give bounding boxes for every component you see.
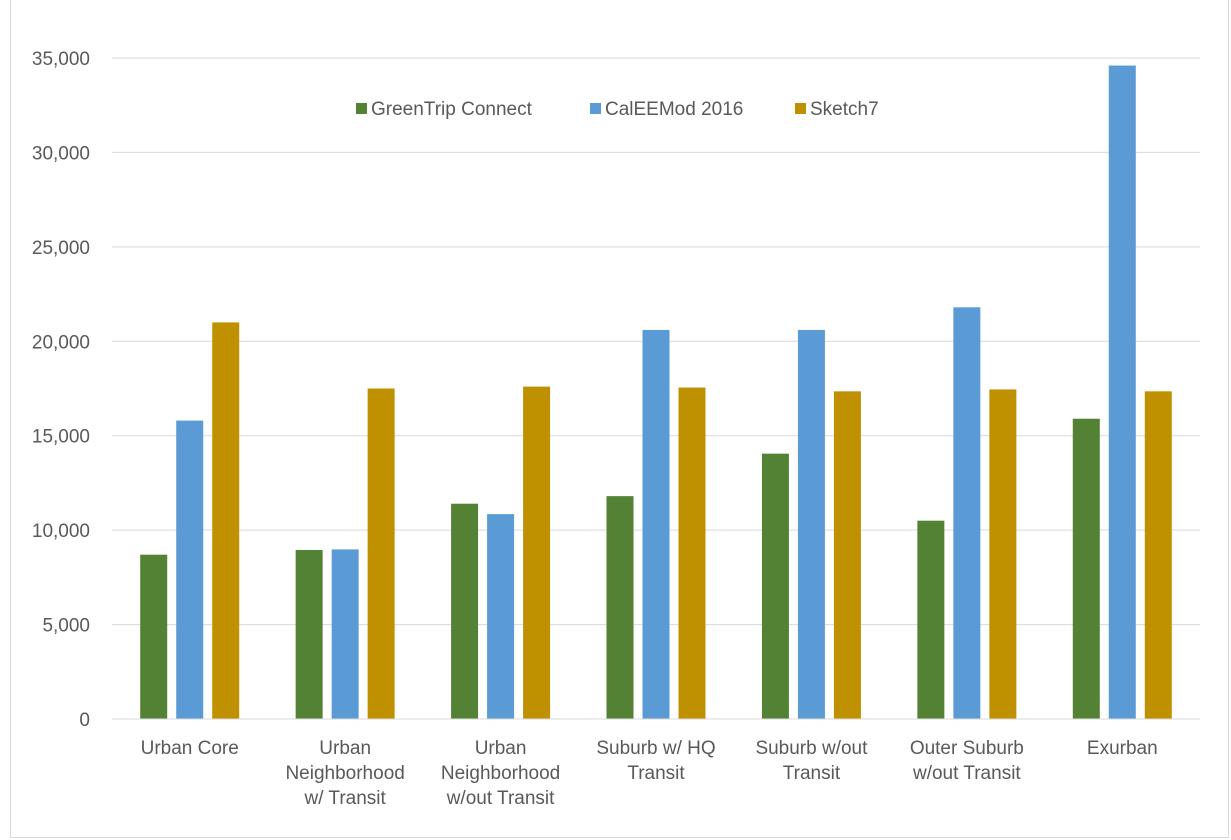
x-tick-label: Urban Neighborhood w/out Transit: [441, 738, 560, 809]
bar-sketch7: [212, 322, 240, 719]
bar-greentrip-connect: [295, 549, 323, 719]
legend-label: CalEEMod 2016: [605, 99, 743, 120]
bar-greentrip-connect: [761, 453, 789, 719]
y-axis: 0 5,000 10,000 15,000 20,000 25,000 30,000 35,0…: [32, 49, 90, 731]
legend-label: Sketch7: [810, 99, 879, 120]
bar-sketch7: [989, 389, 1017, 719]
bar-greentrip-connect: [451, 503, 479, 719]
bar-sketch7: [1144, 391, 1172, 719]
chart-frame: [10, 0, 1229, 838]
x-tick-label: Suburb w/out Transit: [755, 738, 868, 784]
legend-item: Sketch7: [795, 99, 879, 120]
bar-caleemod-2016: [953, 307, 981, 719]
bars: [140, 65, 1172, 720]
bar-greentrip-connect: [917, 520, 945, 719]
y-tick-label: 5,000: [42, 616, 90, 637]
legend-swatch: [795, 103, 806, 114]
bar-sketch7: [367, 388, 395, 719]
bar-caleemod-2016: [176, 420, 204, 719]
y-tick-label: 25,000: [32, 238, 90, 259]
y-tick-label: 10,000: [32, 521, 90, 542]
y-tick-label: 0: [79, 710, 90, 731]
x-tick-label: Outer Suburb w/out Transit: [910, 738, 1024, 784]
bar-sketch7: [833, 391, 861, 719]
legend-item: GreenTrip Connect: [356, 99, 533, 120]
x-tick-label: Urban Core: [141, 738, 239, 759]
legend-item: CalEEMod 2016: [590, 99, 743, 120]
y-tick-label: 30,000: [32, 143, 90, 164]
bar-greentrip-connect: [606, 496, 634, 719]
x-tick-label: Exurban: [1087, 738, 1158, 759]
legend: GreenTrip Connect CalEEMod 2016 Sketch7: [356, 99, 879, 120]
legend-swatch: [356, 103, 367, 114]
y-tick-label: 20,000: [32, 332, 90, 353]
bar-caleemod-2016: [642, 329, 670, 719]
bar-caleemod-2016: [331, 549, 359, 719]
legend-swatch: [590, 103, 601, 114]
bar-caleemod-2016: [797, 329, 825, 719]
bar-greentrip-connect: [1072, 418, 1100, 719]
bar-caleemod-2016: [487, 514, 515, 719]
x-tick-label: Suburb w/ HQ Transit: [596, 738, 715, 784]
x-tick-label: Urban Neighborhood w/ Transit: [285, 738, 404, 809]
legend-label: GreenTrip Connect: [371, 99, 533, 120]
x-axis: Urban Core Urban Neighborhood w/ Transit Urb…: [112, 718, 1200, 809]
y-tick-label: 35,000: [32, 49, 90, 70]
y-tick-label: 15,000: [32, 427, 90, 448]
bar-sketch7: [678, 387, 706, 719]
bar-greentrip-connect: [140, 554, 168, 719]
bar-caleemod-2016: [1108, 65, 1136, 720]
bar-sketch7: [523, 386, 551, 719]
